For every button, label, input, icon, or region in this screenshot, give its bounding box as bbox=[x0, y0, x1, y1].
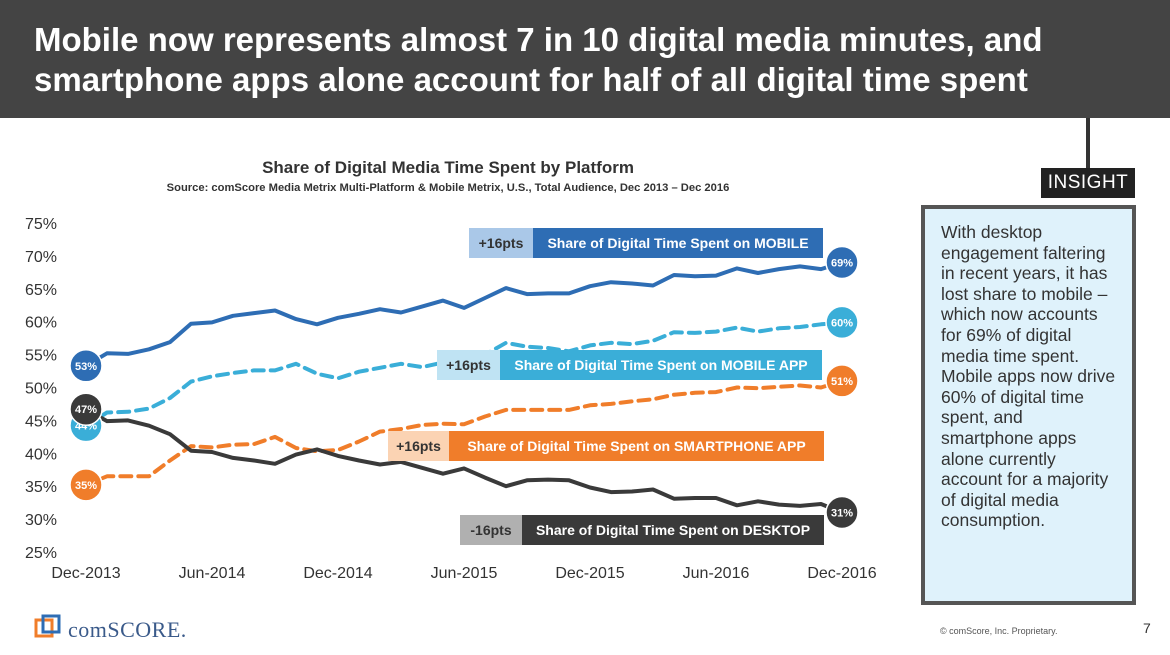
slide-title: Mobile now represents almost 7 in 10 dig… bbox=[34, 21, 1043, 98]
y-tick-label: 60% bbox=[25, 315, 57, 332]
data-label-start-desktop: 47% bbox=[75, 404, 97, 416]
change-label-mobile-app: +16pts bbox=[446, 357, 491, 373]
change-label-mobile: +16pts bbox=[479, 235, 524, 251]
series-name-smartphone-app: Share of Digital Time Spent on SMARTPHON… bbox=[467, 438, 805, 454]
x-tick-label: Jun-2014 bbox=[179, 565, 246, 582]
series-lines bbox=[84, 260, 844, 515]
y-tick-label: 35% bbox=[25, 479, 57, 496]
insight-connector-line bbox=[1086, 118, 1090, 168]
series-name-desktop: Share of Digital Time Spent on DESKTOP bbox=[536, 522, 810, 538]
chart-title: Share of Digital Media Time Spent by Pla… bbox=[262, 158, 634, 177]
series-line-smartphone-app bbox=[84, 378, 844, 487]
data-label-end-mobile-app: 60% bbox=[831, 317, 853, 329]
series-line-mobile bbox=[84, 260, 844, 368]
data-label-end-smartphone-app: 51% bbox=[831, 376, 853, 388]
line-chart: Share of Digital Media Time Spent by Pla… bbox=[25, 158, 877, 582]
y-tick-label: 65% bbox=[25, 282, 57, 299]
x-tick-label: Jun-2016 bbox=[683, 565, 750, 582]
comscore-logo-icon bbox=[34, 614, 61, 638]
y-tick-label: 70% bbox=[25, 249, 57, 266]
series-name-box-desktop bbox=[522, 515, 824, 545]
chart-subtitle: Source: comScore Media Metrix Multi-Plat… bbox=[167, 182, 730, 194]
data-label-start-mobile: 53% bbox=[75, 361, 97, 373]
y-tick-label: 50% bbox=[25, 381, 57, 398]
change-pill-mobile bbox=[469, 228, 533, 258]
y-tick-label: 30% bbox=[25, 512, 57, 529]
insight-box: With desktop engagement faltering in rec… bbox=[921, 205, 1136, 605]
change-pill-desktop bbox=[460, 515, 522, 545]
marker-start-smartphone-app bbox=[69, 468, 103, 502]
slide-header: Mobile now represents almost 7 in 10 dig… bbox=[0, 0, 1170, 118]
series-name-mobile-app: Share of Digital Time Spent on MOBILE AP… bbox=[514, 357, 807, 373]
y-tick-label: 75% bbox=[25, 216, 57, 233]
data-label-end-mobile: 69% bbox=[831, 257, 853, 269]
series-name-box-mobile-app bbox=[500, 350, 822, 380]
marker-end-mobile bbox=[825, 245, 859, 280]
insight-text: With desktop engagement faltering in rec… bbox=[941, 222, 1116, 531]
marker-end-smartphone-app bbox=[825, 364, 859, 398]
change-pill-smartphone-app bbox=[388, 431, 449, 461]
marker-end-desktop bbox=[825, 495, 859, 530]
page-number: 7 bbox=[1143, 620, 1151, 636]
y-tick-label: 25% bbox=[25, 545, 57, 562]
series-name-box-mobile bbox=[533, 228, 823, 258]
y-axis: 75% 70% 65% 60% 55% 50% 45% 40% 35% 30% 25% bbox=[25, 216, 57, 562]
series-labels: +16pts Share of Digital Time Spent on MOB… bbox=[388, 228, 824, 545]
x-tick-label: Jun-2015 bbox=[431, 565, 498, 582]
x-axis: Dec-2013 Jun-2014 Dec-2014 Jun-2015 Dec-2015… bbox=[51, 565, 876, 582]
comscore-logo: comSCORE. bbox=[34, 614, 234, 644]
copyright-text: © comScore, Inc. Proprietary. bbox=[940, 626, 1058, 636]
comscore-logo-text: comSCORE. bbox=[68, 617, 187, 642]
x-tick-label: Dec-2015 bbox=[555, 565, 624, 582]
y-tick-label: 40% bbox=[25, 446, 57, 463]
y-tick-label: 55% bbox=[25, 348, 57, 365]
series-name-mobile: Share of Digital Time Spent on MOBILE bbox=[547, 235, 808, 251]
x-tick-label: Dec-2016 bbox=[807, 565, 876, 582]
insight-label: INSIGHT bbox=[1041, 168, 1135, 198]
change-label-smartphone-app: +16pts bbox=[396, 438, 441, 454]
series-line-desktop bbox=[84, 407, 844, 515]
x-tick-label: Dec-2013 bbox=[51, 565, 120, 582]
change-label-desktop: -16pts bbox=[470, 522, 511, 538]
marker-start-desktop bbox=[69, 392, 103, 426]
data-label-start-smartphone-app: 35% bbox=[75, 480, 97, 492]
y-tick-label: 45% bbox=[25, 413, 57, 430]
marker-end-mobile-app bbox=[825, 305, 859, 340]
marker-start-mobile bbox=[69, 349, 103, 383]
change-pill-mobile-app bbox=[437, 350, 500, 380]
series-name-box-smartphone-app bbox=[449, 431, 824, 461]
data-label-end-desktop: 31% bbox=[831, 508, 853, 520]
x-tick-label: Dec-2014 bbox=[303, 565, 372, 582]
end-markers: 53%69%44%60%35%51%47%31% bbox=[69, 245, 859, 530]
